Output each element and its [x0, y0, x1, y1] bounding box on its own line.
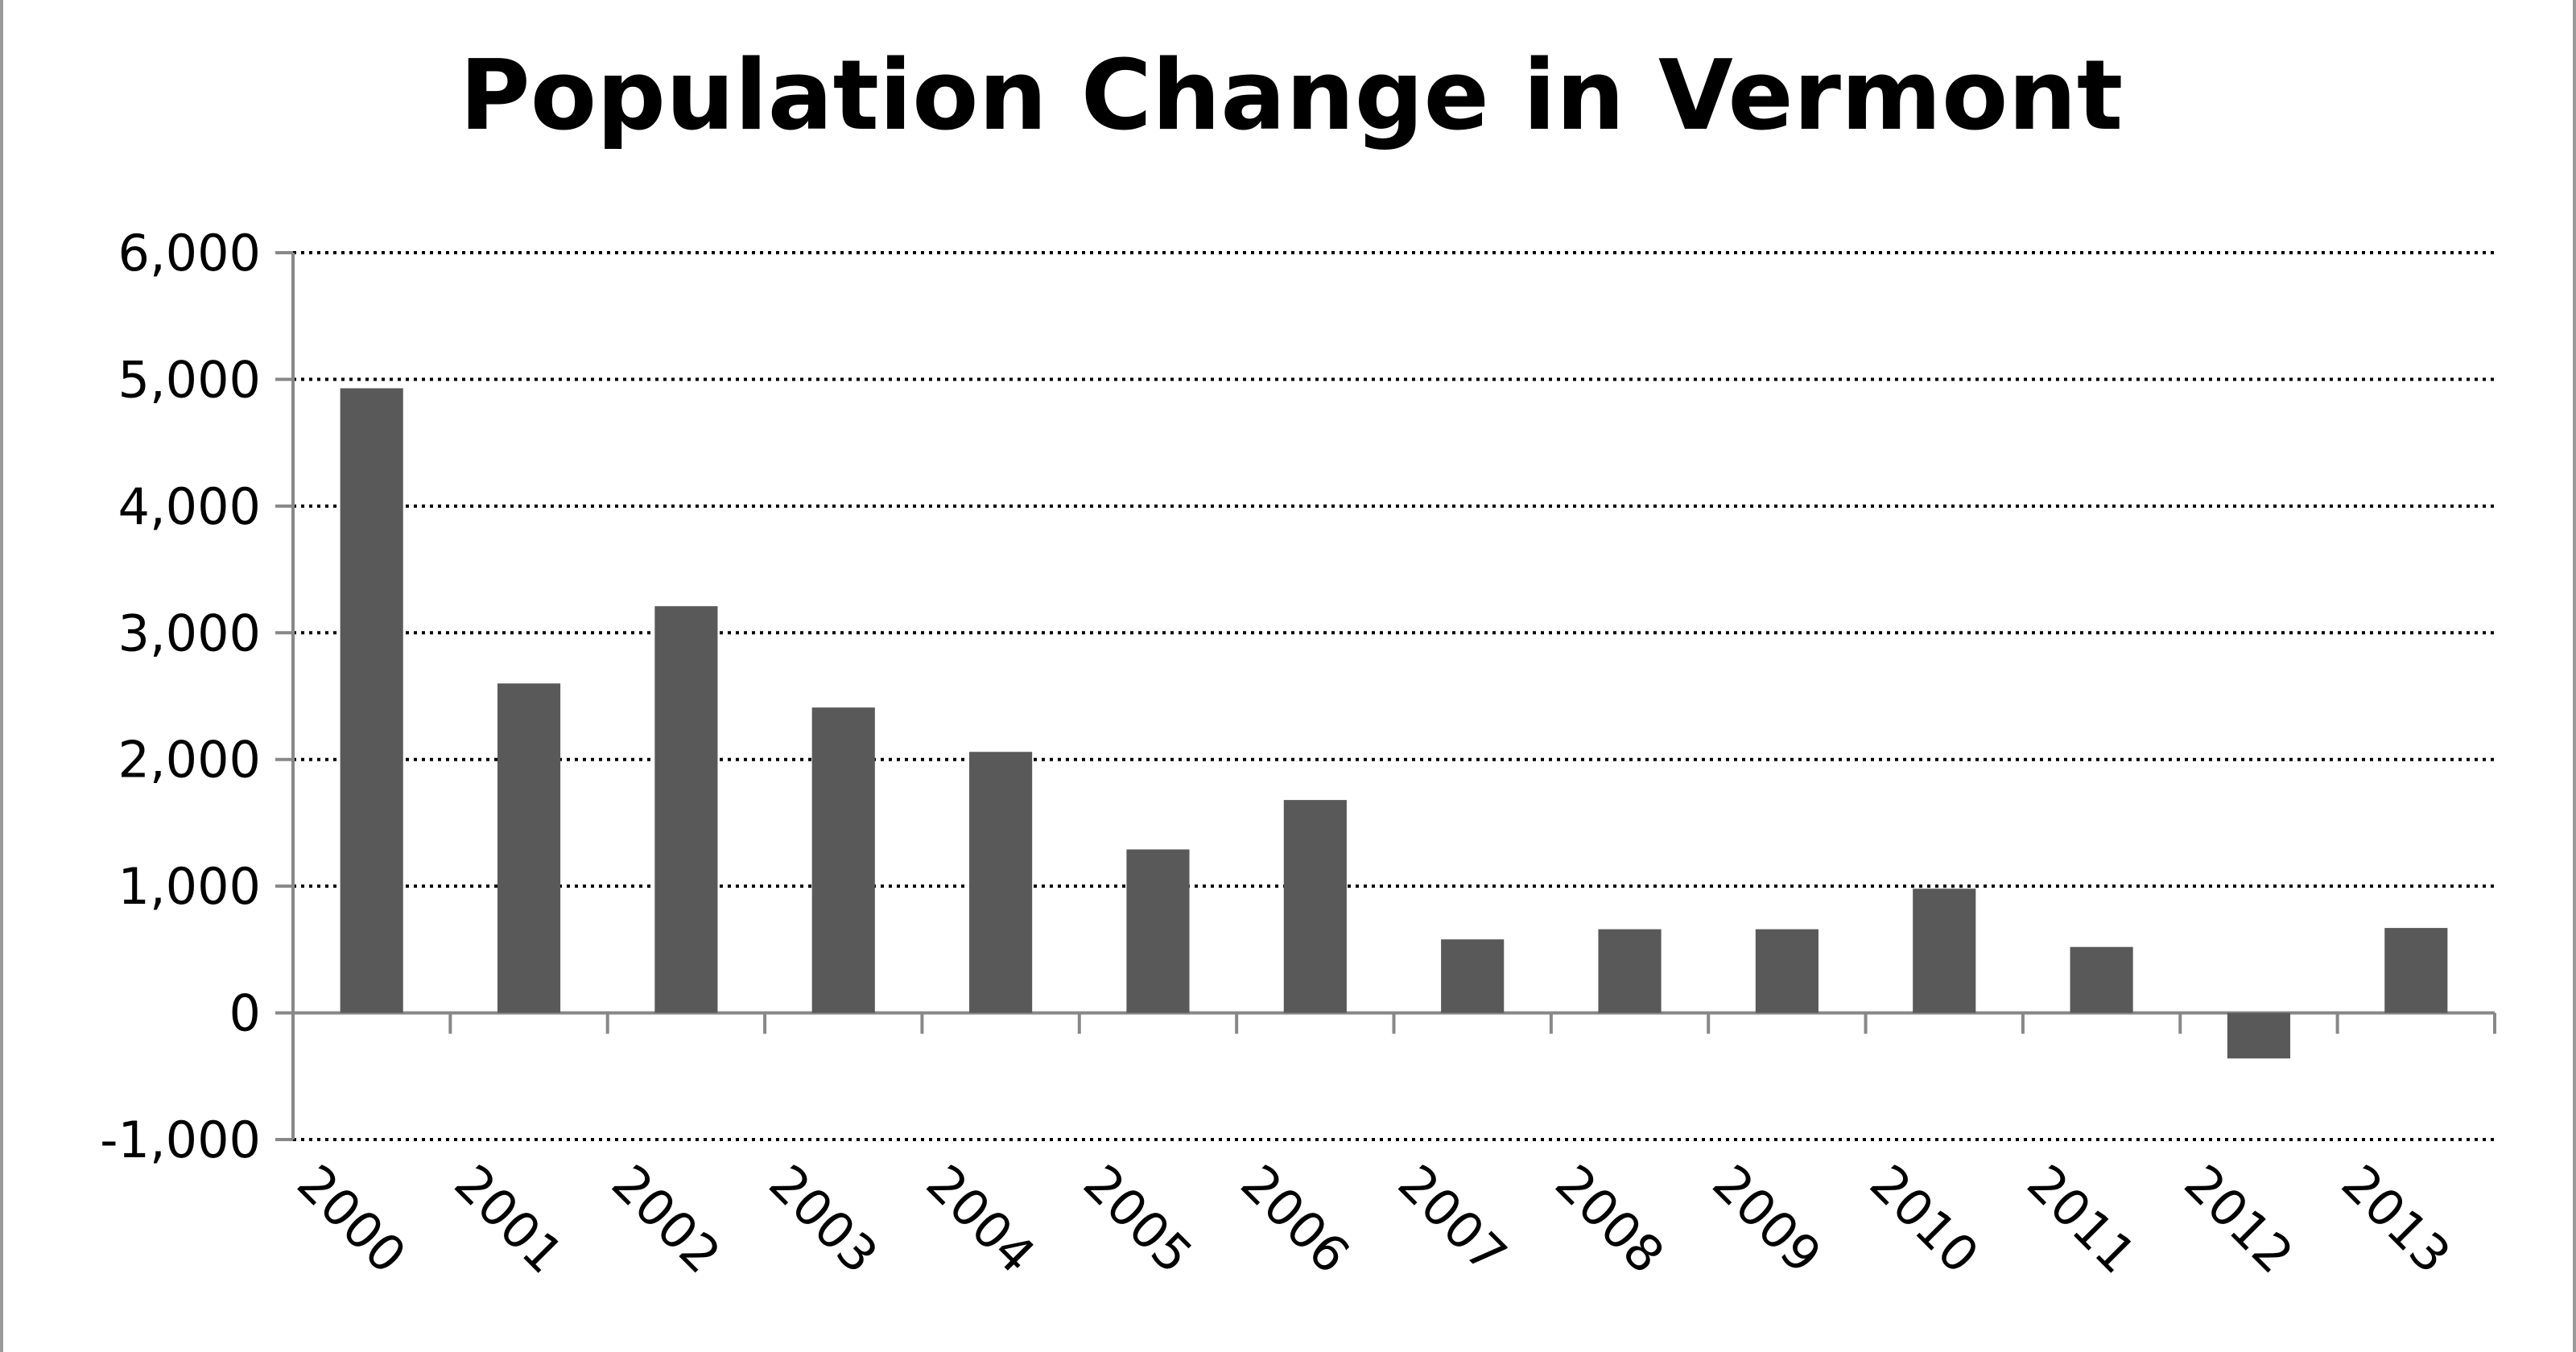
y-tick-labels: 6,000 5,000 4,000 3,000 2,000 1,000 0 -1,000	[100, 224, 261, 1169]
x-tick-label: 2003	[758, 1153, 889, 1284]
x-tick-label: 2004	[915, 1153, 1046, 1284]
y-tick-label: 6,000	[118, 224, 262, 282]
x-tick-label: 2005	[1072, 1153, 1203, 1284]
bar-2009	[1755, 929, 1818, 1013]
chart-title: Population Change in Vermont	[460, 40, 2123, 152]
x-tick-labels: 2000 2001 2002 2003 2004 2005 2006 2007 2008 2009…	[286, 1153, 2462, 1284]
x-tick-label: 2007	[1387, 1153, 1518, 1284]
x-tick-label: 2011	[2016, 1153, 2147, 1284]
bar-chart: Population Change in Vermont 6,000 5,000 4…	[100, 40, 2496, 1284]
gridlines	[293, 251, 2495, 1141]
bars	[340, 388, 2448, 1059]
x-tick-label: 2000	[286, 1153, 417, 1284]
bar-2003	[811, 707, 875, 1013]
y-tick-label: 0	[229, 984, 261, 1043]
bar-2012	[2227, 1012, 2291, 1059]
y-tick-label: -1,000	[100, 1111, 261, 1169]
y-tick-label: 2,000	[118, 731, 262, 789]
bar-2000	[340, 388, 403, 1013]
x-tick-label: 2012	[2174, 1153, 2305, 1284]
bar-2001	[497, 683, 561, 1013]
bar-2002	[654, 606, 718, 1013]
bar-2008	[1598, 929, 1662, 1013]
y-tick-label: 3,000	[118, 604, 262, 662]
bar-2013	[2384, 928, 2448, 1013]
bar-2005	[1126, 849, 1190, 1013]
x-tick-label: 2006	[1229, 1153, 1360, 1284]
axes	[275, 251, 2496, 1141]
bar-2007	[1441, 939, 1505, 1013]
y-tick-label: 1,000	[118, 857, 262, 916]
bar-2006	[1283, 800, 1347, 1013]
bar-2010	[1913, 888, 1976, 1013]
x-tick-label: 2010	[1859, 1153, 1990, 1284]
x-tick-label: 2009	[1701, 1153, 1832, 1284]
x-tick-label: 2002	[601, 1153, 732, 1284]
bar-2011	[2070, 946, 2133, 1013]
y-tick-label: 4,000	[118, 477, 262, 536]
x-tick-label: 2001	[444, 1153, 575, 1284]
y-tick-label: 5,000	[118, 350, 262, 409]
bar-2004	[969, 752, 1033, 1013]
x-tick-label: 2013	[2330, 1153, 2462, 1284]
x-tick-label: 2008	[1544, 1153, 1675, 1284]
